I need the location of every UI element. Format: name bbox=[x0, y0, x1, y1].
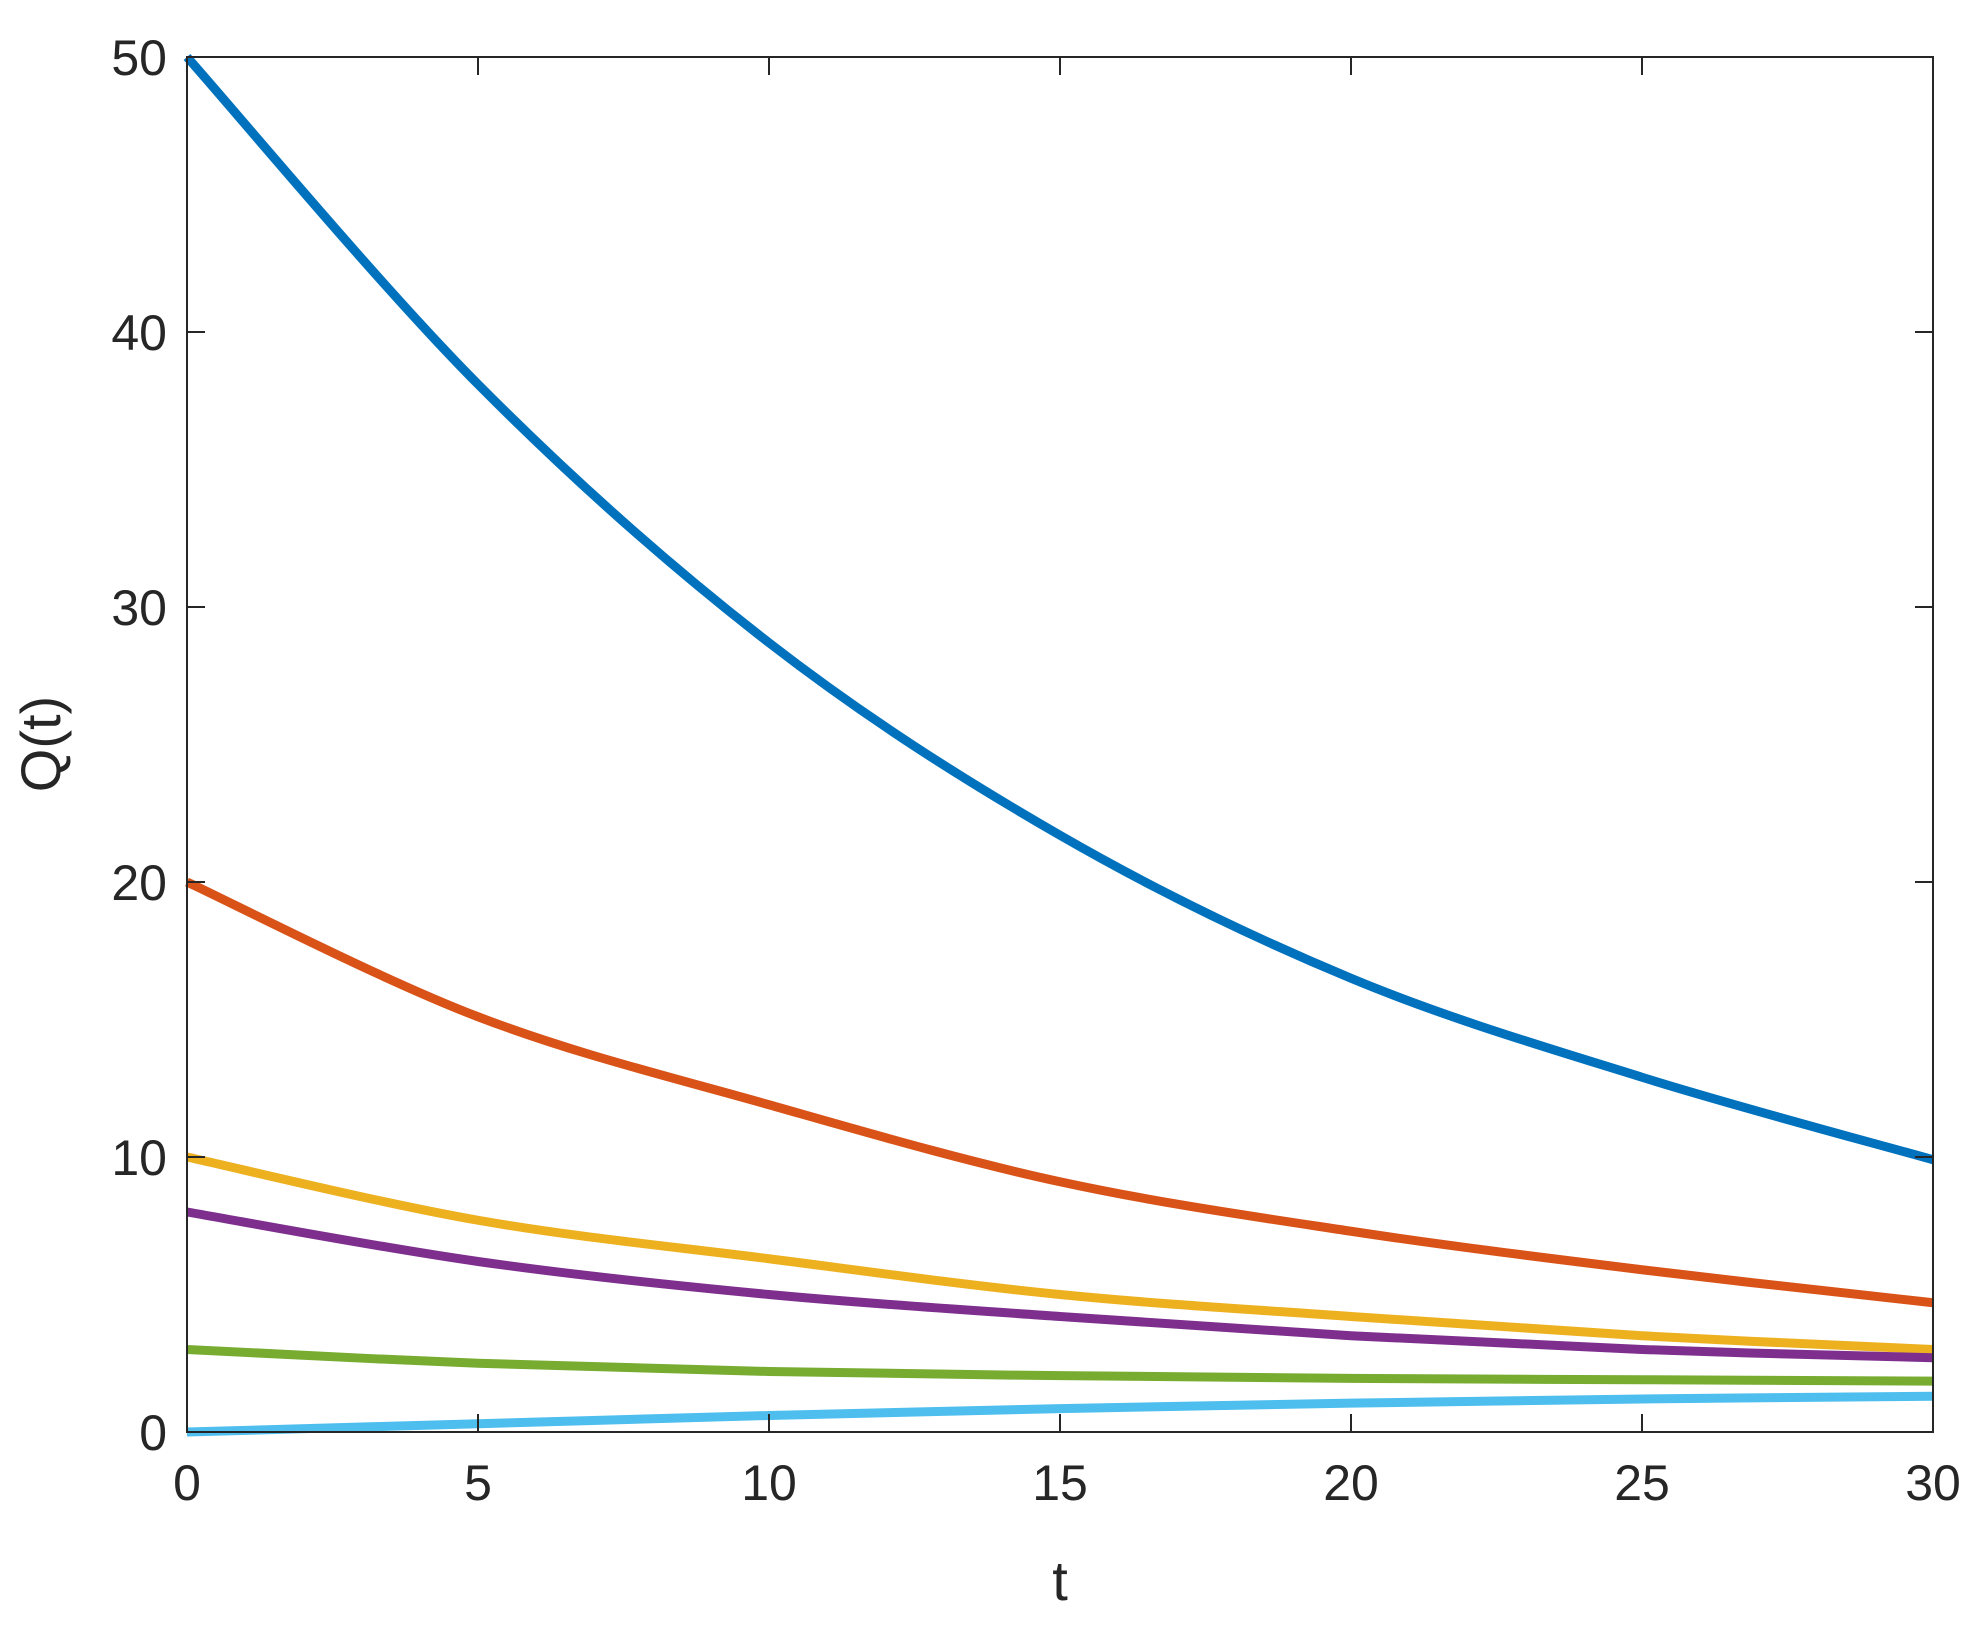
series-line-4 bbox=[186, 1207, 1934, 1363]
tick-layer: 0 5 10 15 20 25 30 0 10 20 30 40 50 bbox=[111, 30, 1960, 1511]
x-tick-label: 20 bbox=[1323, 1455, 1379, 1511]
series-line-5 bbox=[186, 1345, 1934, 1386]
series-line-3 bbox=[186, 1152, 1934, 1354]
x-tick-label: 25 bbox=[1614, 1455, 1670, 1511]
series-line-1 bbox=[183, 54, 1935, 1165]
x-tick-label: 0 bbox=[173, 1455, 201, 1511]
x-tick-label: 5 bbox=[464, 1455, 492, 1511]
y-tick-label: 30 bbox=[111, 580, 167, 636]
y-tick-label: 50 bbox=[111, 30, 167, 86]
x-tick-label: 10 bbox=[741, 1455, 797, 1511]
y-tick-label: 20 bbox=[111, 855, 167, 911]
y-tick-label: 40 bbox=[111, 305, 167, 361]
x-axis-label: t bbox=[1052, 1549, 1068, 1612]
y-tick-label: 0 bbox=[139, 1405, 167, 1461]
x-tick-label: 30 bbox=[1905, 1455, 1961, 1511]
y-tick-label: 10 bbox=[111, 1130, 167, 1186]
series-line-2 bbox=[185, 877, 1934, 1308]
y-axis-label: Q(t) bbox=[9, 696, 72, 792]
plot-background bbox=[187, 57, 1933, 1432]
plot-frame bbox=[186, 56, 1934, 1433]
x-tick-label: 15 bbox=[1032, 1455, 1088, 1511]
